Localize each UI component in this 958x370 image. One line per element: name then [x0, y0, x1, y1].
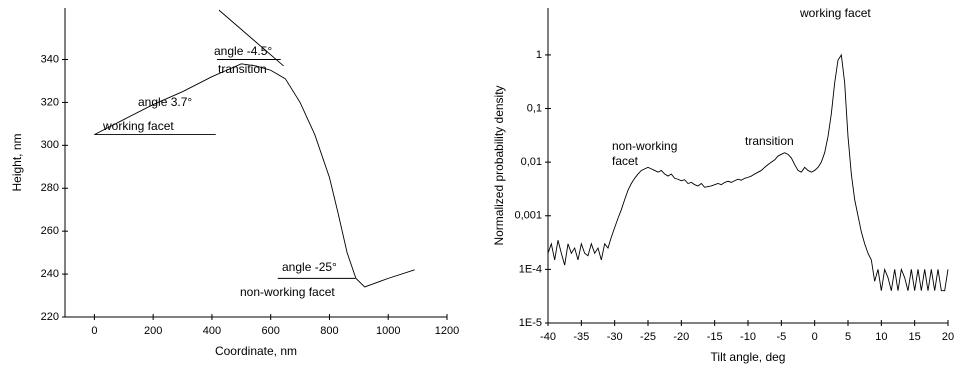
- annotation: transition: [218, 62, 267, 76]
- data-line: [547, 53, 949, 292]
- y-tick-label: 0,01: [521, 156, 542, 168]
- x-tick-label: 0: [91, 325, 97, 337]
- x-tick-label: 15: [909, 331, 921, 343]
- x-tick-label: -30: [607, 331, 623, 343]
- x-tick-label: 1000: [376, 325, 400, 337]
- x-tick-label: 10: [875, 331, 887, 343]
- y-tick-label: 1: [536, 49, 542, 61]
- y-tick-label: 300: [41, 139, 59, 151]
- x-tick-label: -10: [740, 331, 756, 343]
- y-tick-label: 1E-5: [519, 317, 542, 329]
- x-tick-label: 5: [845, 331, 851, 343]
- x-axis-label: Tilt angle, deg: [711, 350, 786, 364]
- y-tick-label: 320: [41, 96, 59, 108]
- y-tick-label: 340: [41, 53, 59, 65]
- x-tick-label: 200: [144, 325, 162, 337]
- x-tick-label: -40: [540, 331, 556, 343]
- y-tick-label: 1E-4: [519, 263, 542, 275]
- x-tick-label: 20: [942, 331, 954, 343]
- annotation: transition: [745, 134, 794, 148]
- x-tick-label: 400: [203, 325, 221, 337]
- x-tick-label: -25: [640, 331, 656, 343]
- y-tick-label: 260: [41, 225, 59, 237]
- x-tick-label: 800: [320, 325, 338, 337]
- annotation: working facet: [799, 6, 871, 20]
- annotation: non-working: [612, 139, 677, 153]
- y-axis-label: Height, nm: [10, 133, 24, 191]
- x-tick-label: 0: [812, 331, 818, 343]
- data-line: [218, 9, 284, 67]
- y-axis-label: Normalized probability density: [492, 85, 506, 245]
- x-axis-label: Coordinate, nm: [215, 344, 297, 358]
- x-tick-label: -15: [707, 331, 723, 343]
- data-line: [94, 63, 415, 288]
- annotation: non-working facet: [240, 285, 335, 299]
- y-tick-label: 0,1: [527, 102, 542, 114]
- y-tick-label: 240: [41, 268, 59, 280]
- annotation: angle 3.7°: [138, 95, 192, 109]
- y-tick-label: 280: [41, 182, 59, 194]
- x-tick-label: -20: [673, 331, 689, 343]
- annotation: working facet: [102, 119, 174, 133]
- annotation: angle -25°: [282, 260, 337, 274]
- x-tick-label: -35: [573, 331, 589, 343]
- x-tick-label: -5: [776, 331, 786, 343]
- annotation: facet: [612, 154, 639, 168]
- x-tick-label: 600: [262, 325, 280, 337]
- y-tick-label: 220: [41, 311, 59, 323]
- x-tick-label: 1200: [435, 325, 459, 337]
- y-tick-label: 0,001: [514, 210, 542, 222]
- annotation: angle -4.5°: [214, 44, 272, 58]
